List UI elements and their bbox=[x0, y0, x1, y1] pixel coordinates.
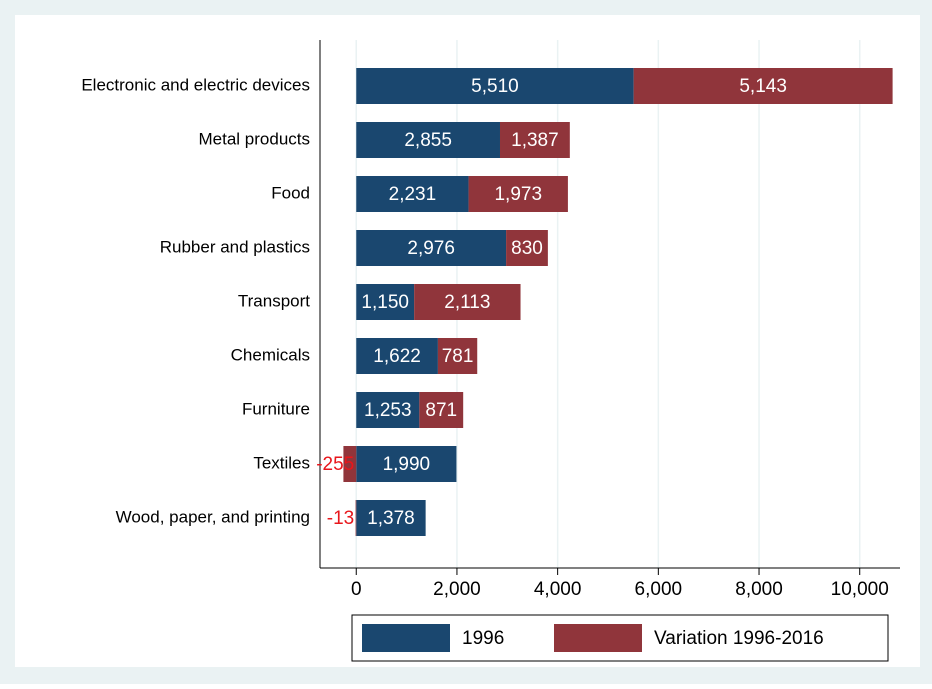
bar-segment bbox=[356, 230, 507, 266]
bar-segment bbox=[437, 338, 478, 374]
bar-segment bbox=[355, 500, 357, 536]
legend-label: Variation 1996-2016 bbox=[654, 628, 824, 649]
y-tick-label: Wood, paper, and printing bbox=[116, 507, 310, 526]
data-label: 1,150 bbox=[361, 292, 409, 313]
y-tick-label: Textiles bbox=[253, 453, 310, 472]
bar-segment bbox=[356, 500, 426, 536]
bar-segment bbox=[356, 284, 415, 320]
y-tick-label: Metal products bbox=[199, 129, 311, 148]
bar-segment bbox=[356, 176, 469, 212]
x-tick-label: 2,000 bbox=[433, 579, 481, 600]
data-label: 871 bbox=[425, 400, 457, 421]
x-tick-label: 8,000 bbox=[735, 579, 783, 600]
bar-segment bbox=[414, 284, 521, 320]
data-label: 1,990 bbox=[383, 454, 431, 475]
x-tick-label: 0 bbox=[351, 579, 362, 600]
x-tick-label: 4,000 bbox=[534, 579, 582, 600]
bar-segment bbox=[633, 68, 893, 104]
x-tick-label: 6,000 bbox=[635, 579, 683, 600]
data-label: 1,622 bbox=[373, 346, 421, 367]
data-label: 5,510 bbox=[471, 76, 519, 97]
data-label: 2,855 bbox=[404, 130, 452, 151]
bar-segment bbox=[419, 392, 464, 428]
legend-swatch bbox=[554, 624, 642, 652]
data-label: 1,253 bbox=[364, 400, 412, 421]
data-label: 1,973 bbox=[494, 184, 542, 205]
marks bbox=[343, 68, 893, 536]
y-tick-label: Food bbox=[271, 183, 310, 202]
y-tick-label: Furniture bbox=[242, 399, 310, 418]
data-label: 1,387 bbox=[511, 130, 559, 151]
bar-segment bbox=[468, 176, 568, 212]
bar-segment bbox=[343, 446, 357, 482]
bar-segment bbox=[356, 392, 420, 428]
data-label: 830 bbox=[511, 238, 543, 259]
bar-segment bbox=[499, 122, 570, 158]
x-tick-label: 10,000 bbox=[831, 579, 889, 600]
legend-box bbox=[351, 614, 889, 662]
data-label: 2,231 bbox=[389, 184, 437, 205]
bar-segment bbox=[506, 230, 548, 266]
data-label: 2,976 bbox=[407, 238, 455, 259]
bar-segment bbox=[356, 122, 500, 158]
data-label: 781 bbox=[442, 346, 474, 367]
bar-segment bbox=[356, 446, 457, 482]
y-tick-label: Rubber and plastics bbox=[160, 237, 310, 256]
bar-segment bbox=[356, 68, 634, 104]
data-label: 2,113 bbox=[444, 292, 490, 313]
y-tick-label: Transport bbox=[238, 291, 310, 310]
y-tick-label: Electronic and electric devices bbox=[81, 75, 310, 94]
data-label: -13 bbox=[327, 508, 354, 529]
legend-label: 1996 bbox=[462, 628, 504, 649]
data-label: 1,378 bbox=[367, 508, 415, 529]
data-label: -255 bbox=[316, 454, 354, 475]
data-label: 5,143 bbox=[739, 76, 787, 97]
y-tick-label: Chemicals bbox=[231, 345, 310, 364]
legend-swatch bbox=[362, 624, 450, 652]
bar-segment bbox=[356, 338, 438, 374]
